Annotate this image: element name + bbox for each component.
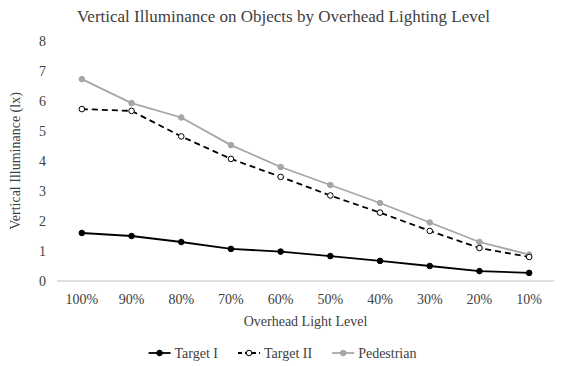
x-tick-label: 90% xyxy=(119,292,145,307)
point xyxy=(278,174,284,180)
y-tick-label: 6 xyxy=(39,94,46,109)
point xyxy=(228,156,234,162)
point xyxy=(427,263,433,269)
legend-marker xyxy=(157,350,163,356)
legend-label: Target I xyxy=(175,346,219,361)
y-tick-label: 5 xyxy=(39,124,46,139)
chart: Vertical Illuminance on Objects by Overh… xyxy=(0,0,567,366)
point xyxy=(178,134,184,140)
point xyxy=(427,220,433,226)
point xyxy=(278,164,284,170)
series-line xyxy=(82,109,529,257)
y-axis-title: Vertical Illuminance (lx) xyxy=(8,92,24,230)
point xyxy=(79,106,85,112)
point xyxy=(328,182,334,188)
y-tick-label: 0 xyxy=(39,274,46,289)
point xyxy=(178,115,184,121)
point xyxy=(79,230,85,236)
x-tick-label: 50% xyxy=(318,292,344,307)
x-tick-label: 80% xyxy=(168,292,194,307)
x-tick-label: 20% xyxy=(467,292,493,307)
y-tick-label: 7 xyxy=(39,64,46,79)
point xyxy=(477,245,483,251)
legend-label: Pedestrian xyxy=(358,346,416,361)
x-tick-label: 10% xyxy=(516,292,542,307)
point xyxy=(427,228,433,234)
x-axis-line xyxy=(57,281,554,282)
point xyxy=(228,246,234,252)
point xyxy=(377,258,383,264)
y-tick-label: 3 xyxy=(39,184,46,199)
point xyxy=(526,270,532,276)
title: Vertical Illuminance on Objects by Overh… xyxy=(77,7,490,26)
x-tick-label: 60% xyxy=(268,292,294,307)
point xyxy=(228,142,234,148)
y-tick-label: 2 xyxy=(39,214,46,229)
point xyxy=(79,76,85,82)
x-tick-label: 70% xyxy=(218,292,244,307)
series-line xyxy=(82,233,529,273)
point xyxy=(377,210,383,216)
plot-area xyxy=(79,76,532,275)
x-tick-label: 100% xyxy=(66,292,99,307)
legend-marker xyxy=(246,350,252,356)
point xyxy=(129,100,135,106)
point xyxy=(477,239,483,245)
point xyxy=(178,239,184,245)
point xyxy=(328,253,334,259)
point xyxy=(328,193,334,199)
legend-marker xyxy=(340,350,346,356)
x-tick-label: 40% xyxy=(367,292,393,307)
y-tick-label: 1 xyxy=(39,244,46,259)
legend: Target I Target II Pedestrian xyxy=(149,346,417,361)
x-tick-label: 30% xyxy=(417,292,443,307)
x-axis-title: Overhead Light Level xyxy=(244,314,368,329)
y-tick-label: 8 xyxy=(39,34,46,49)
y-tick-label: 4 xyxy=(39,154,46,169)
point xyxy=(477,268,483,274)
point xyxy=(377,200,383,206)
legend-label: Target II xyxy=(264,346,312,361)
point xyxy=(526,254,532,260)
series-line xyxy=(82,79,529,255)
point xyxy=(278,249,284,255)
point xyxy=(129,233,135,239)
point xyxy=(129,108,135,114)
